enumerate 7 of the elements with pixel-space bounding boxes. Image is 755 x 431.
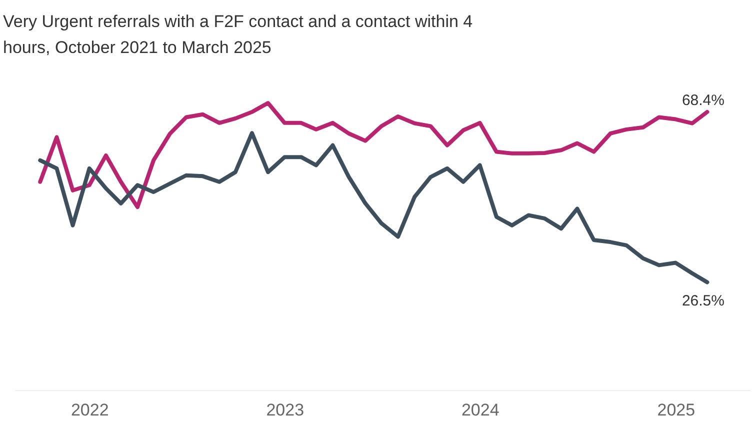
chart-title: Very Urgent referrals with a F2F contact and a contact within 4 hours, October 2021 to March 2025 [3, 12, 473, 57]
x-tick-label: 2022 [70, 400, 109, 420]
data-label: 68.4% [682, 92, 724, 109]
x-tick-label: 2023 [266, 400, 304, 420]
x-tick-label: 2024 [461, 400, 500, 420]
x-tick-label: 2025 [657, 400, 696, 420]
data-label: 26.5% [682, 292, 724, 310]
